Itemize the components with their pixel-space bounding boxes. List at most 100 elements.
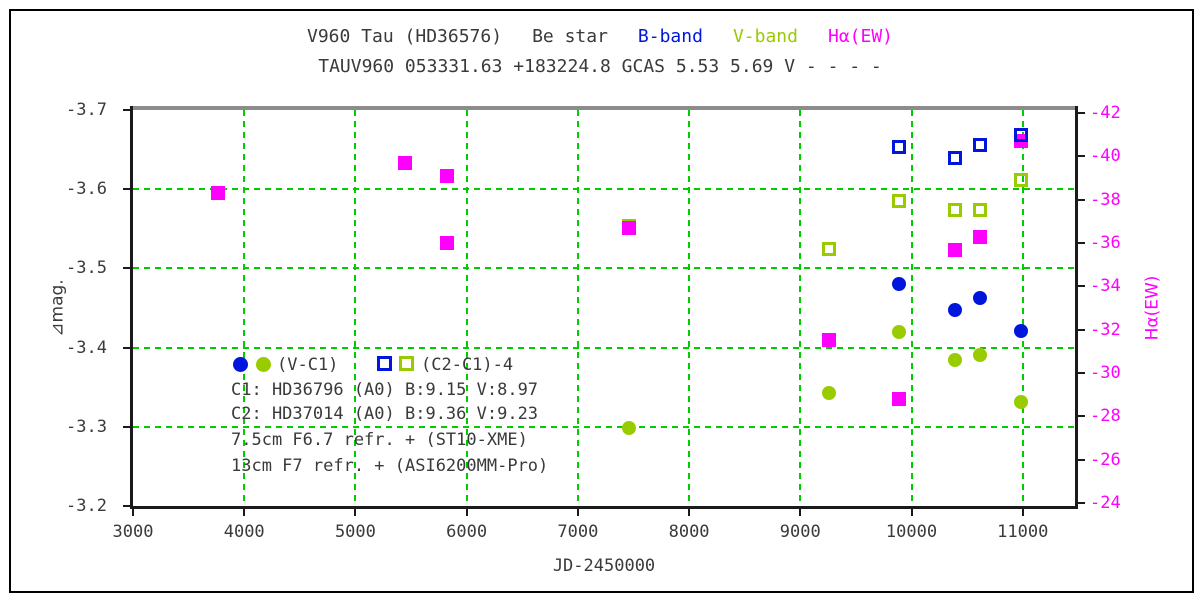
x-axis-tick-label: 3000 (112, 522, 154, 542)
gridline-vertical (465, 110, 468, 506)
data-point-c2c1_b (892, 140, 907, 155)
data-point-vc1_v (1013, 395, 1028, 410)
y-right-axis-tick-label: -24 (1090, 492, 1121, 513)
data-point-halpha (892, 391, 907, 406)
y-right-axis-tick (1078, 458, 1085, 461)
y-left-axis-tick-label: -3.2 (66, 496, 107, 516)
y-right-axis-tick-label: -30 (1090, 362, 1121, 383)
gridline-horizontal (133, 188, 1075, 191)
data-point-vc1_b (892, 277, 907, 292)
x-axis-tick-label: 11000 (997, 522, 1049, 542)
data-point-vc1_v (822, 385, 837, 400)
x-axis-tick (1021, 509, 1024, 516)
data-point-vc1_v (947, 353, 962, 368)
data-point-vc1_v (973, 347, 988, 362)
plot-area: 3000 4000 5000 6000 7000 8000 9000 10000 11000 -3… (66, 100, 1121, 542)
y-right-axis-tick (1078, 112, 1085, 115)
x-axis-tick (243, 509, 246, 516)
title-segment-0: V960 Tau (HD36576) (306, 26, 503, 47)
x-axis-tick-label: 7000 (557, 522, 599, 542)
title-segment-4: Hα(EW) (827, 26, 894, 47)
gridline-vertical (799, 110, 802, 506)
y-right-axis-tick (1078, 285, 1085, 288)
data-point-halpha (398, 155, 413, 170)
y-left-axis-tick (123, 109, 130, 111)
y-axis-label-left: ⊿mag. (36, 110, 80, 506)
x-axis-tick (354, 509, 357, 516)
y-left-axis-tick-label: -3.4 (66, 337, 107, 358)
legend-marker-vc1-v-circle-icon (256, 357, 271, 372)
x-axis-tick (688, 509, 691, 516)
y-right-axis-tick (1078, 328, 1085, 331)
y-axis-label-right: Hα(EW) (1126, 110, 1178, 506)
plot-frame-right (1075, 106, 1078, 509)
x-axis-tick-label: 4000 (223, 522, 265, 542)
legend-marker-c2c1-v-square-icon (399, 356, 414, 371)
legend-label-vc1: (V-C1) (277, 355, 339, 375)
x-axis-tick (910, 509, 913, 516)
y-left-axis-tick-label: -3.5 (66, 258, 107, 279)
gridline-vertical (243, 110, 246, 506)
x-axis-tick (465, 509, 468, 516)
plot-frame-top (130, 106, 1078, 110)
y-right-axis-tick-label: -42 (1090, 103, 1121, 124)
data-point-c2c1_v (822, 242, 837, 257)
title-segment-3: V-band (732, 26, 798, 47)
data-point-halpha (947, 242, 962, 257)
y-left-axis-tick-label: -3.3 (66, 416, 107, 437)
y-right-axis-tick-label: -26 (1090, 449, 1121, 470)
y-right-axis-tick-label: -38 (1090, 189, 1121, 210)
y-axis-label-left-text: ⊿mag. (48, 279, 69, 337)
y-right-axis-tick-label: -34 (1090, 276, 1121, 297)
data-point-halpha (973, 229, 988, 244)
y-left-axis-tick (123, 346, 130, 349)
y-left-axis-tick (123, 188, 130, 191)
gridline-horizontal (133, 346, 1075, 349)
legend-comparison-star-2: C2: HD37014 (A0) B:9.36 V:9.23 (231, 404, 539, 424)
y-right-axis-tick (1078, 242, 1085, 244)
y-right-axis-tick (1078, 198, 1085, 201)
x-axis-tick (132, 509, 134, 516)
data-point-vc1_v (892, 324, 907, 339)
data-point-c2c1_b (1013, 128, 1028, 143)
legend-comparison-star-1: C1: HD36796 (A0) B:9.15 V:8.97 (231, 380, 539, 400)
gridline-vertical (576, 110, 579, 506)
plot-frame-left (130, 106, 133, 509)
data-point-halpha (210, 186, 225, 201)
chart-title: V960 Tau (HD36576) Be star B-band V-band… (0, 26, 1200, 48)
data-point-vc1_b (973, 291, 988, 306)
y-right-axis-tick (1078, 501, 1085, 504)
y-right-axis-tick (1078, 371, 1085, 374)
title-segment-2: B-band (637, 26, 703, 47)
gridline-vertical (688, 110, 691, 506)
data-point-vc1_b (1013, 323, 1028, 338)
gridline-horizontal (133, 267, 1075, 270)
title-segment-1: Be star (532, 26, 608, 47)
x-axis-tick (799, 509, 802, 516)
data-point-c2c1_v (1013, 173, 1028, 188)
y-left-axis-tick (123, 267, 130, 270)
y-left-axis-tick (123, 425, 130, 428)
y-left-axis-tick-label: -3.7 (66, 100, 107, 120)
legend-label-c2c1: (C2-C1)-4 (421, 355, 514, 375)
x-axis-label: JD-2450000 (552, 556, 656, 576)
gridline-vertical (910, 110, 913, 506)
data-point-vc1_b (947, 302, 962, 317)
x-axis-tick-label: 10000 (885, 522, 938, 542)
data-point-c2c1_b (947, 151, 962, 166)
y-right-axis-tick-label: -40 (1090, 146, 1121, 167)
gridline-horizontal (133, 425, 1075, 428)
gridline-vertical (1021, 110, 1024, 506)
legend-marker-c2c1-b-square-icon (377, 356, 392, 371)
x-axis-tick-label: 9000 (779, 522, 821, 542)
y-right-axis-tick-label: -28 (1090, 406, 1121, 427)
y-left-axis-tick-label: -3.6 (66, 179, 107, 200)
x-axis-tick-label: 5000 (334, 522, 376, 542)
gridline-vertical (354, 110, 357, 506)
plot-frame-bottom (130, 506, 1078, 509)
y-right-axis-tick-label: -32 (1090, 319, 1121, 340)
outer-border (9, 9, 1194, 593)
legend-telescope-1: 7.5cm F6.7 refr. + (ST10-XME) (231, 430, 528, 450)
y-right-axis-tick (1078, 155, 1085, 158)
x-axis-tick (576, 509, 579, 516)
